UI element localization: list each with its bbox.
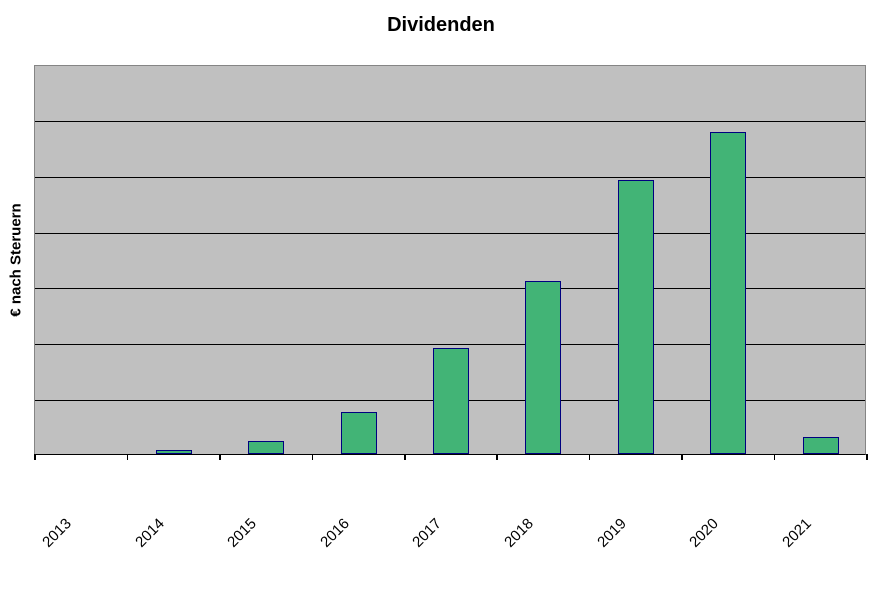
- x-axis-tick: [404, 454, 406, 460]
- x-tick-label-2016: 2016: [316, 515, 353, 551]
- x-tick-label-2013: 2013: [39, 515, 76, 551]
- x-tick-label-2017: 2017: [409, 515, 445, 551]
- x-axis-tick: [773, 454, 776, 460]
- bar-2017: [433, 348, 469, 454]
- gridline: [35, 176, 865, 178]
- bar-2018: [525, 281, 562, 454]
- x-tick-label-2014: 2014: [131, 515, 168, 551]
- x-axis-tick: [681, 454, 683, 460]
- x-tick-label-2019: 2019: [594, 515, 630, 551]
- x-axis-tick: [588, 454, 591, 460]
- plot-area: [34, 65, 868, 460]
- gridline: [35, 288, 865, 290]
- bar-2016: [340, 412, 377, 454]
- bar-2019: [617, 179, 654, 454]
- x-tick-label-2020: 2020: [686, 515, 723, 551]
- gridline: [35, 344, 865, 346]
- x-axis-tick: [866, 454, 868, 460]
- x-axis-tick: [219, 454, 221, 460]
- bar-2020: [710, 131, 747, 454]
- bar-2021: [802, 436, 839, 454]
- x-axis-tick: [126, 454, 129, 460]
- gridline: [35, 232, 865, 234]
- x-tick-label-2015: 2015: [224, 515, 260, 551]
- x-axis-tick: [311, 454, 314, 460]
- x-tick-label-2018: 2018: [501, 515, 538, 551]
- bar-2015: [248, 441, 285, 454]
- x-axis-tick: [34, 454, 36, 460]
- gridline: [35, 121, 865, 123]
- x-axis-tick: [496, 454, 498, 460]
- chart-title: Dividenden: [387, 14, 495, 36]
- y-axis-label-text: € nach Steruern: [7, 203, 25, 317]
- bar-2014: [155, 449, 192, 454]
- x-tick-label-2021: 2021: [778, 515, 815, 551]
